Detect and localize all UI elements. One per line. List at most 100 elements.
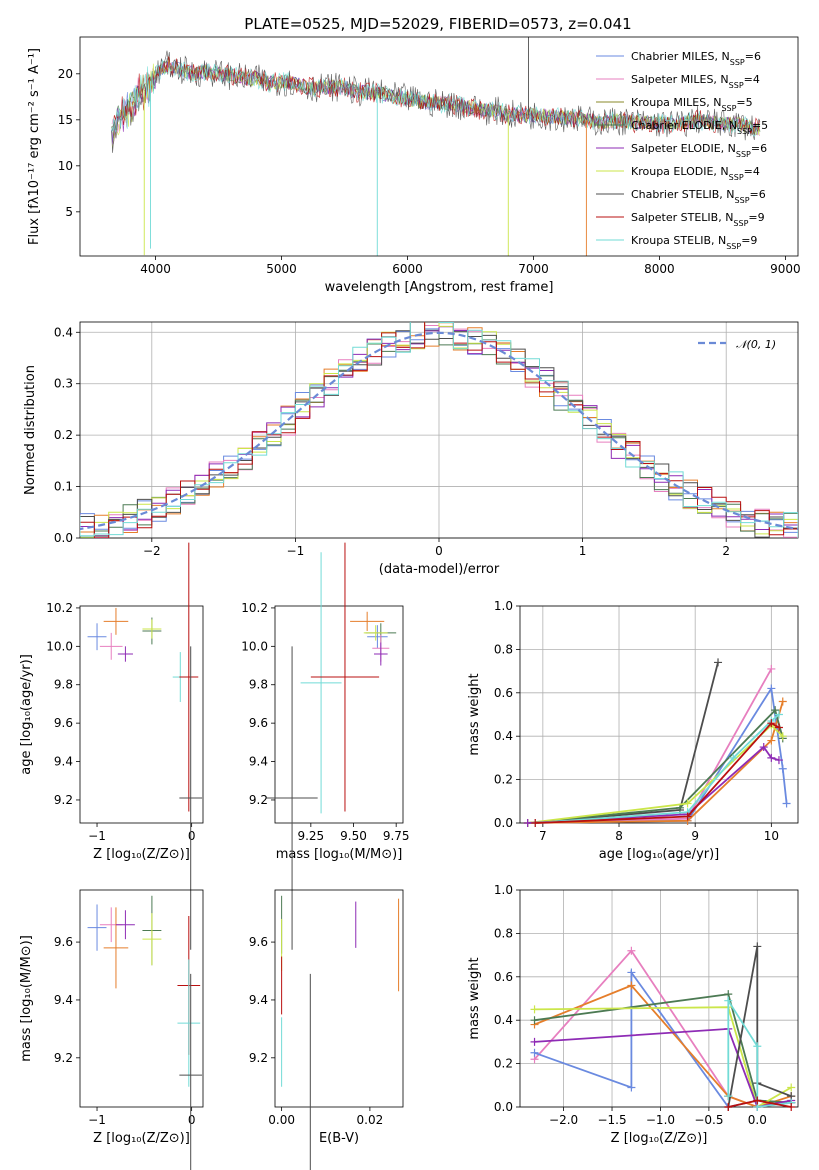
legend-count: =4	[744, 165, 760, 178]
series-marker	[627, 946, 636, 955]
mass_vs_Z-axes: −1 0 9.2 9.4 9.6 Z [log₁₀(Z/Z⊙)] mass [log₁₀(M…	[19, 889, 204, 1146]
legend-label: Chabrier ELODIE, NSSP=5	[631, 119, 768, 136]
series-marker	[724, 1103, 733, 1111]
series-marker	[778, 697, 787, 706]
series-marker	[724, 996, 733, 1005]
y-tick-label: 0.4	[54, 325, 73, 339]
y-tick-label: 5	[65, 205, 73, 219]
x-tick-label: 0.0	[748, 1113, 767, 1127]
legend-label: Chabrier MILES, NSSP=6	[631, 50, 761, 67]
mass_weight_vs_Z-lines	[530, 942, 796, 1111]
mass_vs_EBV-points	[281, 895, 400, 1170]
x-tick-label: 7	[539, 829, 547, 843]
x-tick-label: −1	[88, 1113, 106, 1127]
series-marker	[767, 684, 776, 693]
legend-count: =4	[744, 73, 760, 86]
series-marker	[753, 942, 762, 951]
x-tick-label: −0.5	[694, 1113, 723, 1127]
y-tick-label: 10	[58, 159, 73, 173]
x-tick-label: 8	[615, 829, 623, 843]
y-tick-label: 10.2	[46, 601, 73, 615]
series-marker	[782, 799, 791, 808]
series-line	[534, 993, 792, 1104]
x-tick-label: 7000	[518, 262, 549, 276]
x-tick-label: 9.25	[297, 829, 324, 843]
series-marker	[767, 736, 776, 745]
spectrum-line	[112, 59, 761, 137]
y-axis-label: age [log₁₀(age/yr)]	[19, 654, 34, 775]
series-line	[727, 946, 792, 1108]
y-axis-label: Normed distribution	[23, 365, 38, 495]
series-marker	[787, 1083, 796, 1092]
series-marker	[767, 719, 776, 728]
x-tick-label: 6000	[392, 262, 423, 276]
series-marker	[787, 1103, 796, 1111]
legend-subscript: SSP	[721, 104, 736, 113]
age_vs_Z-axes: −1 0 9.2 9.4 9.6 9.8 10.0 10.2 Z [log₁₀(Z/Z⊙)] ag…	[19, 601, 204, 862]
spectrum-line	[111, 56, 760, 135]
x-tick-label: 2	[722, 544, 730, 558]
y-tick-label: 0.2	[494, 1057, 513, 1071]
plot-frame	[79, 889, 204, 1108]
x-tick-label: 5000	[266, 262, 297, 276]
series-marker	[767, 753, 776, 762]
histogram-series	[80, 322, 798, 538]
y-tick-label: 0.8	[494, 926, 513, 940]
y-tick-label: 0.2	[494, 773, 513, 787]
legend-count: =6	[750, 188, 766, 201]
y-tick-label: 1.0	[494, 883, 513, 897]
legend-label: Salpeter STELIB, NSSP=9	[631, 211, 765, 228]
x-tick-label: 9000	[770, 262, 801, 276]
histogram-steps	[80, 322, 798, 538]
series-marker	[530, 1037, 539, 1046]
x-tick-label: 10	[764, 829, 779, 843]
series-line	[534, 1006, 792, 1109]
series-marker	[627, 1083, 636, 1092]
x-tick-label: 9.50	[340, 829, 367, 843]
x-tick-label: 1	[579, 544, 587, 558]
legend-count: =6	[751, 142, 767, 155]
series-marker	[759, 743, 768, 752]
x-tick-label: 0.02	[357, 1113, 384, 1127]
series-line	[527, 701, 784, 824]
series-marker	[530, 1005, 539, 1014]
y-tick-label: 0.1	[54, 480, 73, 494]
mass_vs_EBV-axes: 0.00 0.02 9.2 9.4 9.6 E(B-V)	[249, 889, 404, 1146]
series-marker	[530, 1048, 539, 1057]
legend-subscript: SSP	[726, 242, 741, 251]
x-tick-label: −1	[287, 544, 305, 558]
legend-count: =5	[736, 96, 752, 109]
x-axis-label: Z [log₁₀(Z/Z⊙)]	[611, 1131, 708, 1146]
x-axis-label: wavelength [Angstrom, rest frame]	[325, 280, 554, 295]
y-tick-label: 9.4	[54, 755, 73, 769]
x-axis-label: Z [log₁₀(Z/Z⊙)]	[93, 1131, 190, 1146]
legend-label: Kroupa STELIB, NSSP=9	[631, 234, 757, 251]
y-tick-label: 0.0	[494, 1100, 513, 1114]
y-axis-label: mass weight	[467, 957, 482, 1039]
y-tick-label: 9.4	[249, 755, 268, 769]
x-tick-label: 0.00	[268, 1113, 295, 1127]
y-tick-label: 10.2	[241, 601, 268, 615]
mass_weight_vs_age-lines	[523, 658, 791, 827]
legend-label: Salpeter ELODIE, NSSP=6	[631, 142, 767, 159]
y-tick-label: 0.3	[54, 377, 73, 391]
plot-frame	[274, 605, 404, 824]
series-marker	[771, 706, 780, 715]
series-marker	[530, 1016, 539, 1025]
legend-subscript: SSP	[733, 219, 748, 228]
y-tick-label: 9.6	[249, 716, 268, 730]
series-line	[527, 685, 788, 824]
plot-frame	[519, 605, 799, 824]
spectrum-axes: 4000 5000 6000 7000 8000 9000 5 10 15 20 wavelengt…	[27, 36, 801, 295]
y-tick-label: 9.6	[54, 935, 73, 949]
series-marker	[753, 1096, 762, 1105]
plot-frame	[519, 889, 799, 1108]
series-marker	[683, 812, 692, 821]
mass_weight_vs_age-axes: 7 8 9 10 0.0 0.2 0.4 0.6 0.8 1.0 age [log₁₀(age/yr…	[467, 599, 799, 862]
x-tick-label: −1.5	[597, 1113, 626, 1127]
y-tick-label: 9.6	[54, 716, 73, 730]
series-marker	[531, 819, 540, 827]
series-marker	[683, 799, 692, 808]
x-tick-label: 0	[188, 1113, 196, 1127]
legend-label: Chabrier STELIB, NSSP=6	[631, 188, 766, 205]
